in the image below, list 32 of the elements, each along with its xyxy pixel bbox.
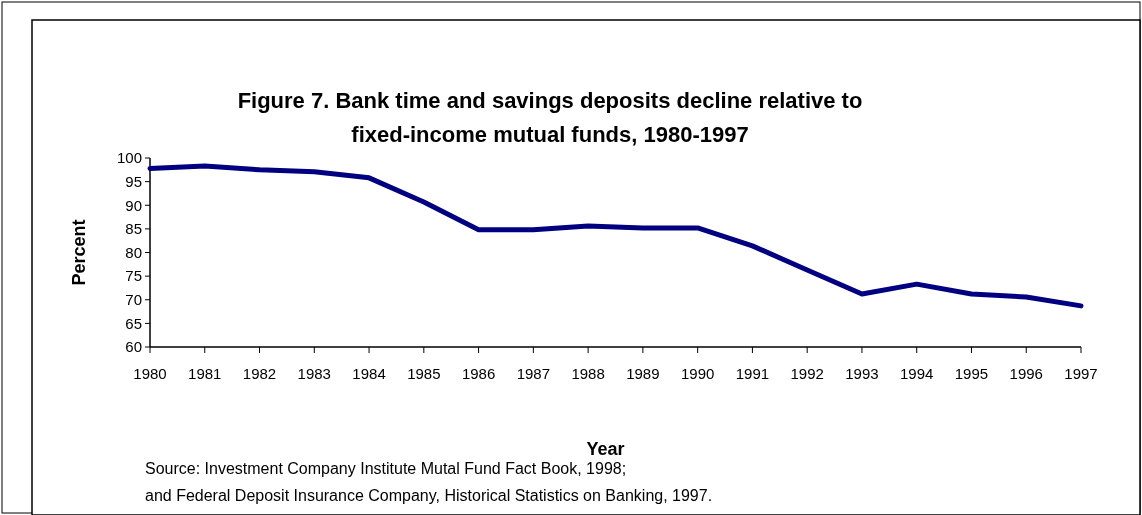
y-tick-label: 80 xyxy=(125,243,142,261)
x-tick-label: 1985 xyxy=(407,365,441,382)
y-tick-label: 90 xyxy=(125,196,142,214)
y-tick-label: 70 xyxy=(125,291,142,308)
x-tick-label: 1990 xyxy=(680,365,715,382)
x-axis-title: Year xyxy=(586,439,625,459)
x-tick-label: 1983 xyxy=(297,365,331,382)
x-tick-label: 1995 xyxy=(954,365,989,382)
y-tick-label: 95 xyxy=(125,172,142,190)
x-tick-label: 1991 xyxy=(735,365,770,382)
x-tick-label: 1984 xyxy=(352,365,386,382)
x-tick-label: 1986 xyxy=(461,365,496,382)
y-tick-label: 100 xyxy=(116,149,142,167)
x-tick-label: 1987 xyxy=(516,365,551,382)
chart-title: Figure 7. Bank time and savings deposits decline relative to fixed-income mutual funds, 1980-1997 xyxy=(237,88,863,147)
x-tick-label: 1989 xyxy=(626,365,660,382)
x-tick-label: 1993 xyxy=(845,365,879,382)
x-tick-label: 1992 xyxy=(790,365,824,382)
source-note: Source: Investment Company Institute Mutal Fund Fact Book, 1998; xyxy=(145,460,627,477)
x-tick-label: 1994 xyxy=(900,365,934,382)
x-tick-label: 1982 xyxy=(242,365,277,382)
x-tick-label: 1988 xyxy=(571,365,605,382)
y-tick-label: 85 xyxy=(125,220,142,238)
y-tick-label: 75 xyxy=(125,267,142,285)
text: and Federal Deposit Insurance Company, Historical Statistics on Banking, 1997. xyxy=(145,487,713,504)
y-tick-label: 60 xyxy=(125,338,142,356)
x-tick-label: 1980 xyxy=(133,365,167,382)
y-tick-label: 65 xyxy=(125,314,142,332)
y-axis-title: Percent xyxy=(69,219,89,286)
x-tick-label: 1981 xyxy=(188,365,222,382)
x-tick-label: 1997 xyxy=(1064,365,1098,382)
x-tick-label: 1996 xyxy=(1009,365,1043,382)
